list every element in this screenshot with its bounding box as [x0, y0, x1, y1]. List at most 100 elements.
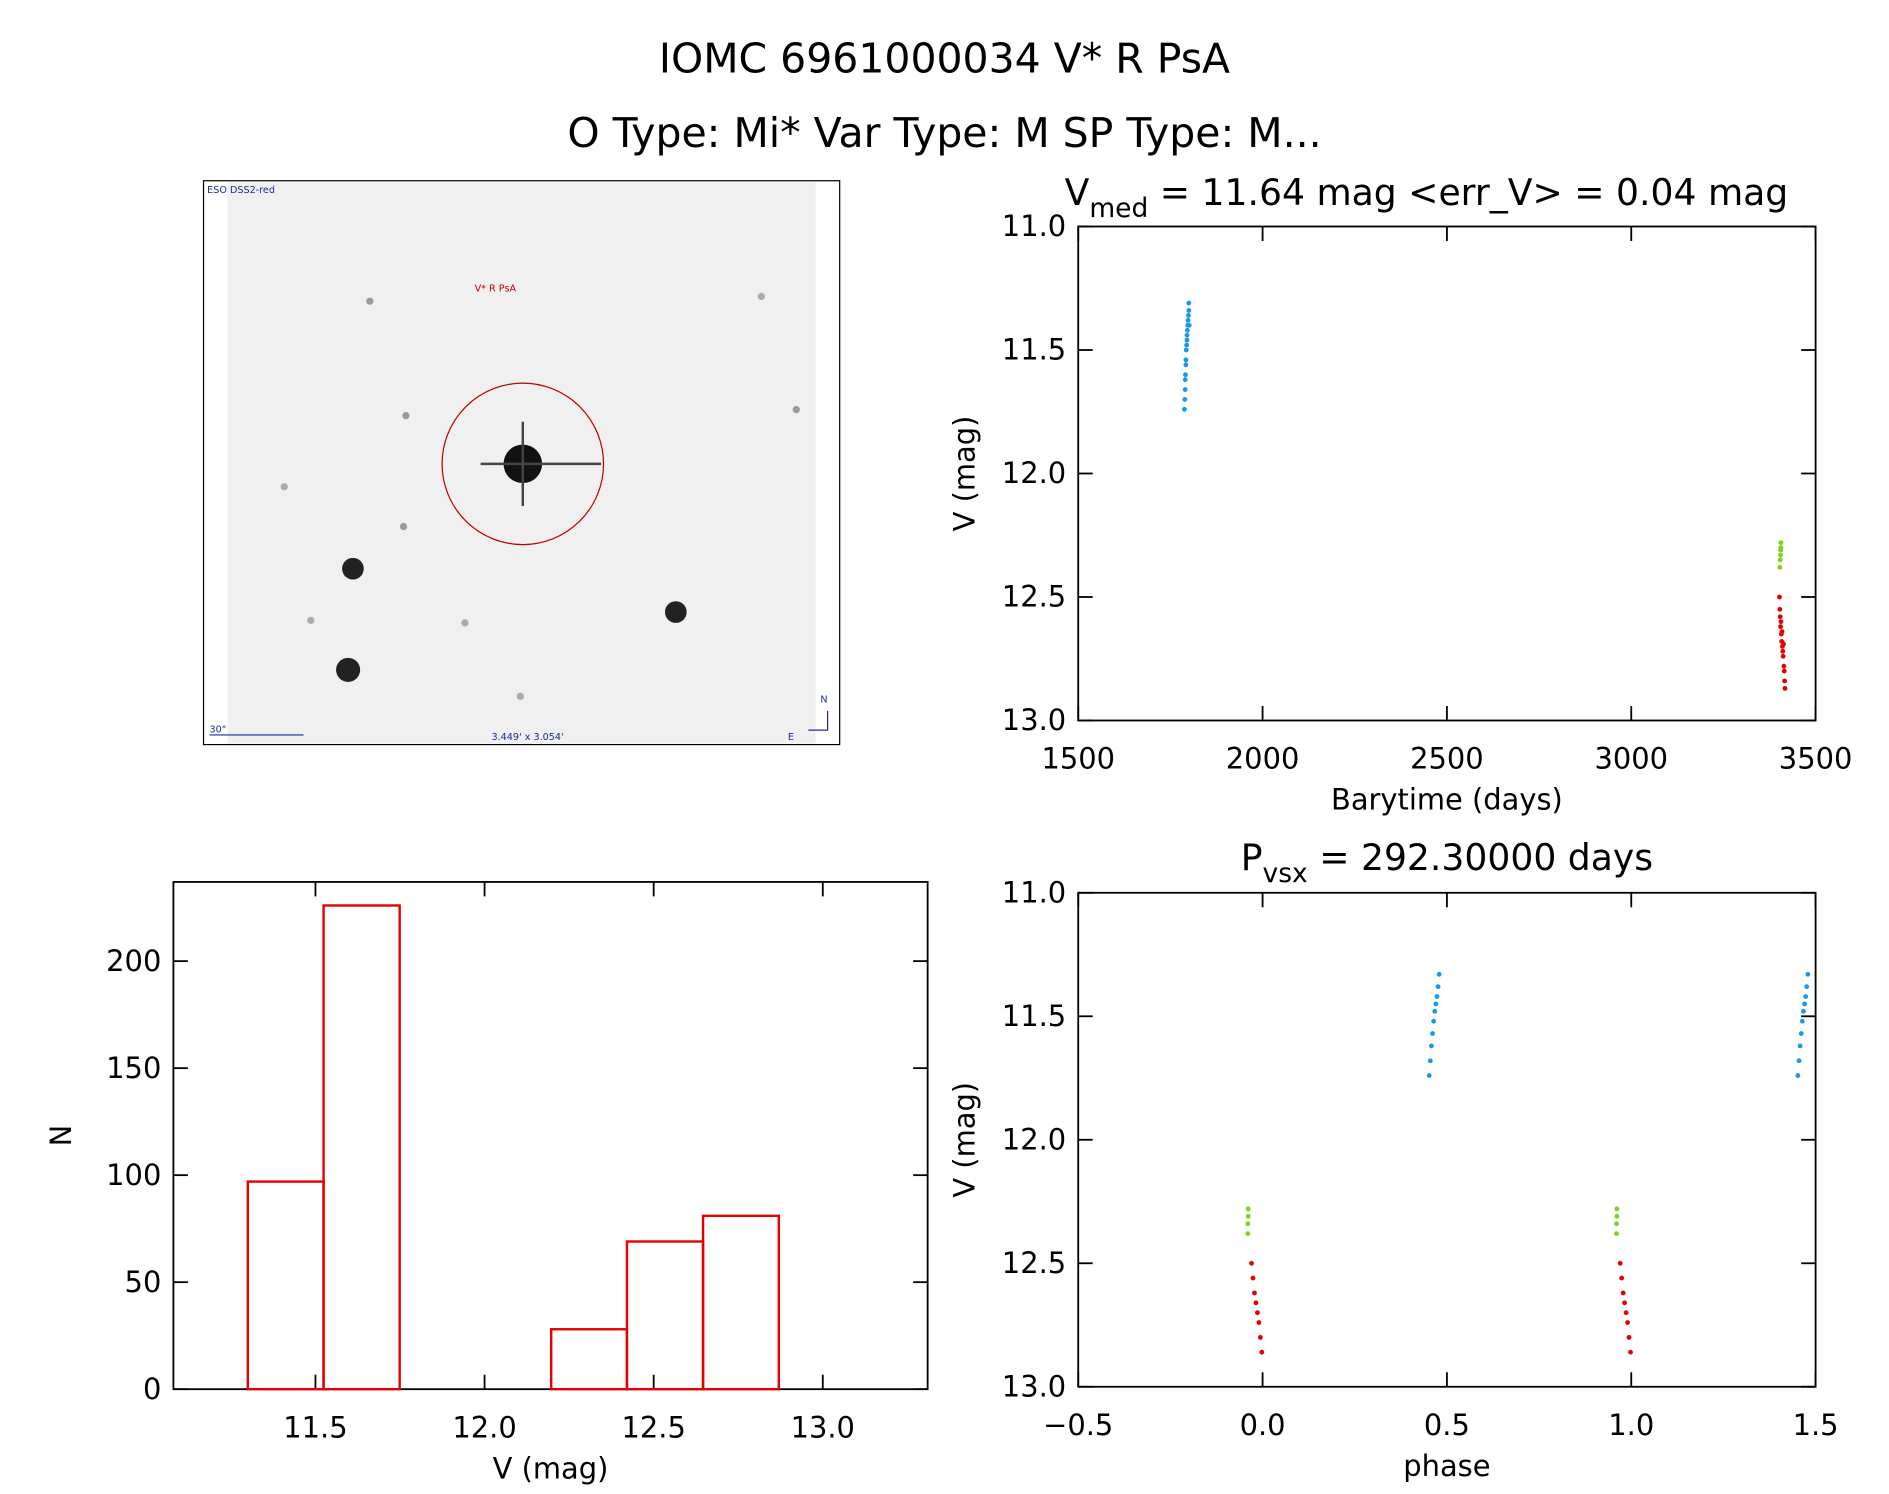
y-axis-label: V (mag)	[948, 416, 982, 532]
scale-label: 30"	[210, 725, 227, 736]
data-point	[1182, 396, 1188, 402]
data-point	[1433, 1001, 1439, 1007]
y-tick-label: 0	[143, 1372, 161, 1406]
data-point	[1617, 1260, 1623, 1266]
data-point	[1628, 1349, 1633, 1355]
title-main: V	[1065, 171, 1090, 214]
data-point	[1183, 347, 1189, 353]
star	[757, 292, 765, 301]
star	[280, 483, 288, 491]
data-point	[1436, 971, 1442, 977]
data-point	[1614, 1213, 1620, 1219]
x-tick-label: 1500	[1041, 742, 1115, 776]
data-point	[1626, 1334, 1632, 1340]
star	[664, 601, 687, 623]
data-point	[1256, 1320, 1262, 1325]
data-point	[1434, 994, 1440, 999]
y-tick-label: 11.0	[1002, 875, 1066, 909]
star	[516, 692, 525, 701]
y-tick-label: 12.0	[1002, 1122, 1066, 1156]
data-point	[1781, 663, 1787, 669]
chart-title: Pvsx = 292.30000 days	[1241, 836, 1653, 889]
data-point	[1778, 545, 1784, 551]
data-point	[1781, 641, 1786, 647]
data-point	[1249, 1260, 1254, 1266]
data-point	[1186, 322, 1192, 328]
data-point	[1245, 1213, 1251, 1219]
data-point	[1622, 1300, 1628, 1306]
y-tick-label: 11.5	[1002, 333, 1066, 367]
y-tick-label: 13.0	[1002, 1369, 1066, 1403]
data-point	[1805, 971, 1811, 977]
star	[366, 297, 374, 305]
x-axis-label: V (mag)	[493, 1451, 609, 1485]
survey-label: ESO DSS2-red	[207, 185, 275, 196]
data-point	[1183, 362, 1189, 368]
histogram-bar	[322, 904, 401, 1391]
star	[792, 406, 800, 414]
data-point	[1614, 1206, 1620, 1212]
figure-subtitle: O Type: Mi* Var Type: M SP Type: M...	[567, 109, 1321, 157]
histogram-bar	[701, 1214, 781, 1391]
y-axis-label: N	[44, 1125, 78, 1147]
title-sub: med	[1089, 193, 1148, 224]
data-point	[1796, 1058, 1802, 1064]
title-rest: = 292.30000 days	[1308, 836, 1653, 879]
target-label: V* R PsA	[475, 284, 517, 295]
data-point	[1623, 1310, 1629, 1316]
y-tick-label: 11.0	[1002, 209, 1066, 243]
data-point	[1781, 668, 1787, 674]
chart-title: Vmed = 11.64 mag <err_V> = 0.04 mag	[1065, 171, 1789, 224]
data-point	[1777, 614, 1783, 620]
y-tick-label: 100	[106, 1158, 161, 1192]
data-point	[1182, 377, 1188, 383]
x-axis-label: Barytime (days)	[1331, 783, 1563, 817]
data-point	[1245, 1206, 1251, 1212]
data-point	[1430, 1031, 1435, 1036]
data-point	[1625, 1320, 1630, 1325]
data-point	[1795, 1073, 1801, 1078]
data-point	[1182, 406, 1187, 412]
data-point	[1259, 1349, 1265, 1355]
data-point	[1782, 678, 1788, 684]
star	[342, 557, 364, 580]
y-tick-label: 50	[125, 1265, 162, 1299]
star	[402, 412, 410, 420]
star	[336, 657, 361, 682]
data-point	[1253, 1300, 1259, 1306]
data-point	[1184, 337, 1190, 343]
data-point	[1432, 1008, 1438, 1014]
north-label: N	[820, 694, 827, 705]
y-tick-label: 150	[106, 1051, 161, 1085]
y-tick-label: 200	[106, 944, 161, 978]
y-axis-label: V (mag)	[948, 1082, 982, 1198]
data-point	[1802, 1001, 1807, 1007]
size-label: 3.449' x 3.054'	[491, 732, 563, 743]
data-point	[1778, 624, 1783, 630]
data-point	[1183, 357, 1189, 363]
data-point	[1426, 1073, 1432, 1078]
data-point	[1798, 1031, 1804, 1036]
x-tick-label: 13.0	[791, 1410, 855, 1444]
data-point	[1184, 327, 1190, 333]
data-point	[1779, 629, 1785, 634]
y-tick-label: 11.5	[1002, 999, 1066, 1033]
x-tick-label: −0.5	[1043, 1408, 1113, 1442]
y-tick-label: 13.0	[1002, 703, 1066, 737]
data-point	[1182, 387, 1188, 392]
data-point	[1427, 1058, 1433, 1064]
x-tick-label: 3500	[1779, 742, 1853, 776]
title-sub: vsx	[1263, 858, 1308, 889]
data-point	[1803, 994, 1809, 999]
data-point	[1777, 594, 1782, 600]
title-rest: = 11.64 mag <err_V> = 0.04 mag	[1148, 171, 1788, 214]
data-point	[1186, 300, 1192, 306]
data-point	[1797, 1043, 1803, 1049]
data-point	[1186, 313, 1191, 318]
data-point	[1780, 653, 1786, 659]
sky-image: ESO DSS2-red V* R PsA 30" 3.449' x 3.054…	[202, 180, 841, 746]
compass	[808, 710, 829, 731]
data-point	[1185, 317, 1191, 323]
x-tick-label: 0.0	[1240, 1408, 1286, 1442]
